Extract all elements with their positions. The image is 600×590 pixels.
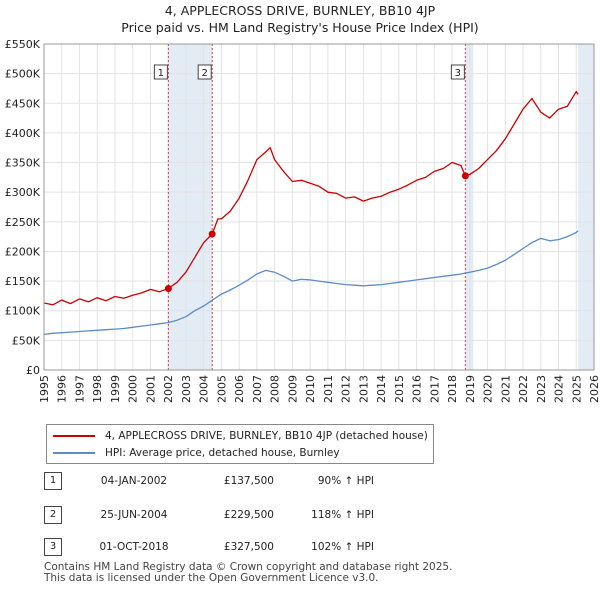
y-tick-label: £200K: [5, 245, 41, 258]
chart-subtitle: Price paid vs. HM Land Registry's House …: [121, 20, 479, 35]
x-tick-label: 2014: [375, 375, 388, 403]
x-tick-label: 2015: [393, 375, 406, 403]
x-tick-label: 1996: [56, 375, 69, 403]
table-row: 1 04-JAN-2002 £137,500 90% ↑ HPI: [44, 470, 404, 492]
sale-hpi-change: 102% ↑ HPI: [311, 541, 374, 553]
sale-marker-label: 3: [455, 68, 461, 79]
footer-copyright: Contains HM Land Registry data © Crown c…: [44, 561, 453, 573]
x-tick-label: 2000: [127, 375, 140, 403]
sale-marker-badge: [197, 64, 212, 80]
sale-number-badge: 2: [44, 506, 62, 524]
sale-price: £327,500: [223, 541, 274, 553]
x-tick-label: 2010: [304, 375, 317, 403]
x-tick-label: 2009: [286, 375, 299, 403]
sale-date: 01-OCT-2018: [99, 541, 169, 553]
plot-area: [44, 44, 594, 370]
sale-number-badge: 1: [44, 472, 62, 490]
hpi-line: [43, 230, 579, 336]
y-tick-label: £300K: [5, 186, 41, 199]
table-row: 3 01-OCT-2018 £327,500 102% ↑ HPI: [44, 536, 404, 558]
y-tick-label: £100K: [5, 305, 41, 318]
x-tick-label: 2011: [322, 375, 335, 403]
x-tick-label: 2023: [535, 375, 548, 403]
y-tick-label: £450K: [5, 97, 41, 110]
sale-number-badge: 3: [44, 538, 62, 556]
price-chart: £0 £50K £100K £150K £200K £250K £300K £350K £400…: [5, 38, 600, 403]
legend-item-property: 4, APPLECROSS DRIVE, BURNLEY, BB10 4JP (…: [53, 428, 428, 444]
legend-item-hpi: HPI: Average price, detached house, Burn…: [53, 445, 340, 461]
y-tick-label: £50K: [12, 334, 41, 347]
sale-point: [164, 285, 172, 292]
y-tick-label: £250K: [5, 216, 41, 229]
y-tick-label: £500K: [5, 68, 41, 81]
y-tick-label: £0: [26, 364, 40, 377]
sale-marker-label: 1: [158, 68, 164, 79]
y-tick-label: £350K: [5, 157, 41, 170]
table-row: 2 25-JUN-2004 £229,500 118% ↑ HPI: [44, 504, 404, 526]
x-tick-label: 2013: [357, 375, 370, 403]
y-tick-label: £400K: [5, 127, 41, 140]
shaded-period: [168, 44, 213, 370]
x-tick-label: 1999: [109, 375, 122, 403]
x-tick-label: 2019: [464, 375, 477, 403]
x-tick-label: 2007: [251, 375, 264, 403]
x-tick-label: 2024: [553, 375, 566, 403]
x-tick-label: 2025: [570, 375, 583, 403]
sale-hpi-change: 90% ↑ HPI: [317, 475, 374, 487]
sale-date: 25-JUN-2004: [100, 509, 168, 521]
chart-title: 4, APPLECROSS DRIVE, BURNLEY, BB10 4JP: [164, 3, 436, 18]
legend-label-property: 4, APPLECROSS DRIVE, BURNLEY, BB10 4JP (…: [105, 430, 428, 442]
x-tick-label: 2004: [198, 375, 211, 403]
shaded-period: [578, 44, 594, 370]
sale-point: [461, 172, 469, 180]
sale-marker-badge: [450, 64, 465, 80]
x-tick-label: 2018: [446, 375, 459, 403]
plot-border: [43, 43, 595, 371]
y-tick-label: £150K: [5, 275, 41, 288]
legend-swatch-hpi: [53, 452, 95, 454]
x-tick-label: 1995: [38, 375, 51, 403]
x-tick-label: 2005: [215, 375, 228, 403]
x-tick-label: 2012: [340, 375, 353, 403]
x-tick-label: 2002: [162, 375, 175, 403]
x-tick-label: 1998: [91, 375, 104, 403]
x-tick-label: 2020: [482, 375, 495, 403]
sale-marker-label: 2: [202, 68, 208, 79]
footer-licence: This data is licensed under the Open Gov…: [44, 572, 379, 584]
property-price-line: [43, 90, 579, 306]
x-tick-label: 2006: [233, 375, 246, 403]
legend-swatch-property: [53, 435, 95, 437]
x-tick-label: 2003: [180, 375, 193, 403]
x-tick-label: 1997: [73, 375, 86, 403]
x-tick-label: 2026: [588, 375, 600, 403]
x-tick-label: 2022: [517, 375, 530, 403]
x-tick-label: 2001: [144, 375, 157, 403]
sale-point: [208, 230, 216, 238]
legend: 4, APPLECROSS DRIVE, BURNLEY, BB10 4JP (…: [46, 424, 434, 464]
sale-price: £229,500: [223, 509, 274, 521]
legend-label-hpi: HPI: Average price, detached house, Burn…: [105, 447, 340, 459]
sale-marker-badge: [153, 64, 168, 80]
y-tick-label: £550K: [5, 38, 41, 51]
x-tick-label: 2008: [269, 375, 282, 403]
x-tick-label: 2017: [428, 375, 441, 403]
sale-price: £137,500: [223, 475, 274, 487]
sale-date: 04-JAN-2002: [100, 475, 168, 487]
sale-hpi-change: 118% ↑ HPI: [311, 509, 374, 521]
x-tick-label: 2021: [499, 375, 512, 403]
x-tick-label: 2016: [411, 375, 424, 403]
